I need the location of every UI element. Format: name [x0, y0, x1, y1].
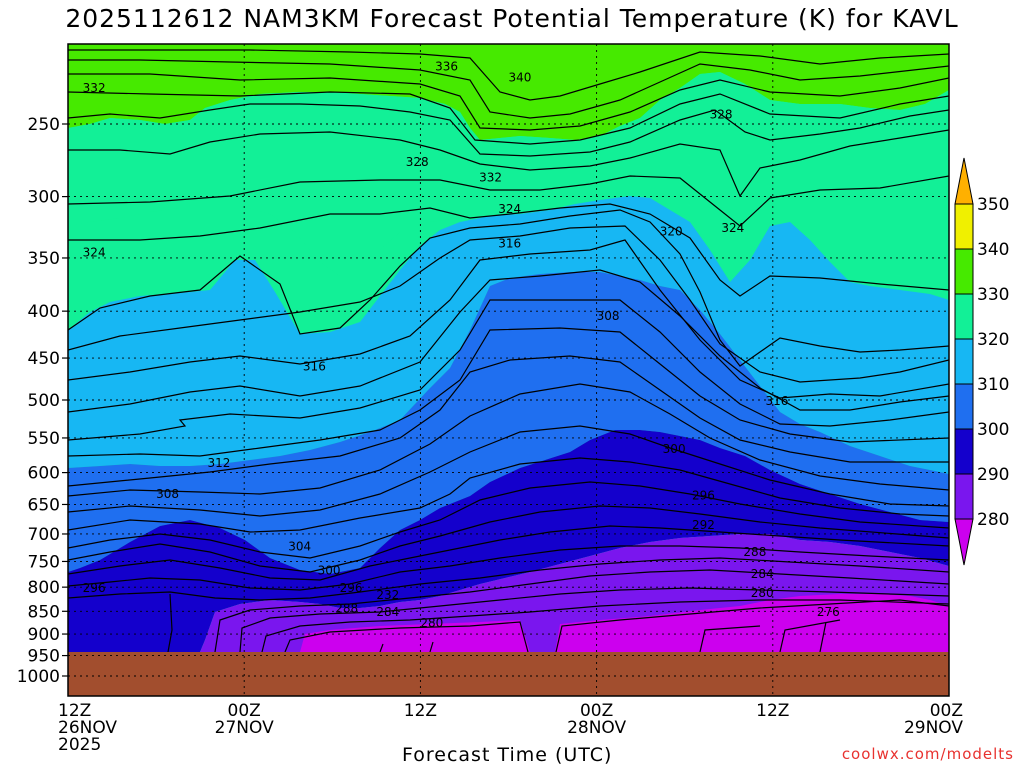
cold-pocket-lower-left	[68, 590, 172, 652]
contour-label: 308	[156, 487, 179, 501]
y-tick-label: 950	[28, 647, 60, 667]
band-310	[68, 196, 949, 474]
contour-label: 284	[376, 605, 399, 619]
contour-label: 320	[660, 225, 683, 239]
colorbar-label: 340	[977, 240, 1009, 260]
contour-label: 296	[340, 581, 363, 595]
contour-label: 300	[318, 563, 341, 577]
y-tick-label: 700	[28, 525, 60, 545]
x-tick-label: 26NOV	[58, 718, 117, 738]
contour-label: 328	[710, 108, 733, 122]
contour-labels: 332 336 340 328 332 328 324 324 320 324 316 308 316 3…	[83, 59, 840, 630]
y-tick-label: 400	[28, 302, 60, 322]
chart-title: 2025112612 NAM3KM Forecast Potential Tem…	[65, 4, 959, 33]
contour-label: 284	[751, 567, 774, 581]
contour-label: 316	[765, 394, 788, 408]
y-tick-label: 450	[28, 349, 60, 369]
contour-label: 312	[207, 456, 230, 470]
y-tick-label: 650	[28, 495, 60, 515]
colorbar-label: 320	[977, 330, 1009, 350]
contour-label: 292	[692, 518, 715, 532]
y-tick-label: 300	[28, 188, 60, 208]
band-below-280	[300, 594, 949, 652]
colorbar-band	[954, 473, 974, 520]
contour-label: 324	[721, 221, 744, 235]
colorbar-label: 280	[977, 510, 1009, 530]
colorbar-band	[954, 383, 974, 430]
y-tick-label: 900	[28, 625, 60, 645]
contour-lines	[68, 49, 949, 653]
ground-below-surface	[68, 652, 949, 696]
contour-label: 324	[498, 202, 521, 216]
contour-label: 316	[498, 236, 521, 250]
x-tick-label: 12Z	[756, 701, 789, 721]
colorbar-label: 300	[977, 420, 1009, 440]
y-tick-label: 800	[28, 578, 60, 598]
contour-label: 288	[335, 601, 358, 615]
x-tick-label: 12Z	[58, 701, 91, 721]
contour-label: 232	[376, 588, 399, 602]
x-tick-label: 29NOV	[904, 718, 963, 738]
credit-text[interactable]: coolwx.com/modelts	[841, 745, 1014, 763]
y-tick-label: 600	[28, 464, 60, 484]
contour-label: 308	[597, 309, 620, 323]
grid-lines	[68, 44, 949, 696]
y-tick-label: 250	[28, 115, 60, 135]
band-300	[68, 272, 949, 574]
colorbar-label: 350	[977, 195, 1009, 215]
x-tick-label: 12Z	[404, 701, 437, 721]
band-320-upper	[68, 72, 949, 300]
x-tick-label: 2025	[58, 735, 101, 755]
contour-label: 340	[509, 70, 532, 84]
colorbar-band	[954, 248, 974, 295]
band-290	[68, 430, 949, 652]
plot-frame	[67, 43, 950, 697]
y-tick-label: 550	[28, 429, 60, 449]
contour-label: 332	[83, 81, 106, 95]
x-tick-label: 00Z	[580, 701, 613, 721]
colorbar-band	[954, 293, 974, 340]
y-tick-label: 350	[28, 249, 60, 269]
y-axis: 250 300 350 400 450 500 550 600 650 700 750 800 850 9…	[17, 115, 68, 687]
colorbar-band	[954, 428, 974, 475]
plot-area: 332 336 340 328 332 328 324 324 320 324 316 308 316 3…	[68, 44, 949, 696]
contour-label: 288	[743, 545, 766, 559]
x-tick-label: 27NOV	[215, 718, 274, 738]
colorbar-label: 310	[977, 375, 1009, 395]
x-axis-title: Forecast Time (UTC)	[402, 744, 613, 766]
contour-label: 304	[288, 540, 311, 554]
contour-label: 324	[83, 246, 106, 260]
x-tick-label: 00Z	[228, 701, 261, 721]
contour-label: 328	[406, 155, 429, 169]
contour-label: 296	[83, 581, 106, 595]
y-tick-label: 500	[28, 391, 60, 411]
contour-label: 316	[303, 359, 326, 373]
x-tick-label: 28NOV	[567, 718, 626, 738]
contour-label: 336	[435, 59, 458, 73]
contour-label: 276	[817, 605, 840, 619]
x-tick-label: 00Z	[930, 701, 963, 721]
contour-label: 280	[751, 586, 774, 600]
colorbar-lower-arrow	[954, 518, 974, 566]
contour-label: 280	[420, 616, 443, 630]
y-tick-label: 1000	[17, 667, 60, 687]
contour-label: 300	[663, 442, 686, 456]
colorbar-label: 330	[977, 285, 1009, 305]
colorbar-label: 290	[977, 465, 1009, 485]
colorbar-upper-arrow	[954, 157, 974, 205]
y-tick-label: 750	[28, 552, 60, 572]
contour-label: 296	[692, 488, 715, 502]
y-tick-label: 850	[28, 602, 60, 622]
contour-label: 332	[479, 170, 502, 184]
colorbar-band	[954, 338, 974, 385]
colorbar-legend: 350 340 330 320 310 300 290 280	[954, 157, 1009, 566]
colorbar-band	[954, 203, 974, 250]
